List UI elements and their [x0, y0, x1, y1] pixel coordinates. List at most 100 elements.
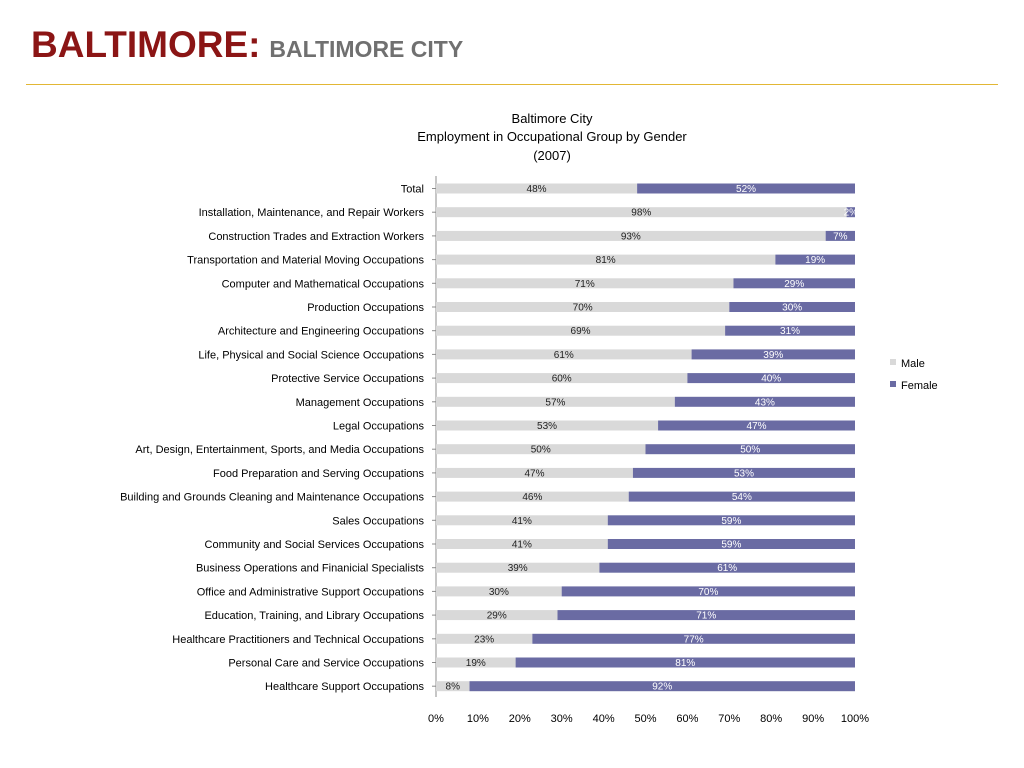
data-label-female: 70%: [698, 587, 718, 598]
data-label-female: 92%: [652, 682, 672, 693]
data-label-female: 39%: [763, 350, 783, 361]
bar-male: [436, 657, 516, 668]
bar-female: [532, 633, 855, 644]
bar-female: [725, 325, 855, 336]
bar-male: [436, 373, 688, 384]
data-label-female: 43%: [755, 397, 775, 408]
category-label: Architecture and Engineering Occupations: [218, 326, 425, 338]
legend-swatch-male: [890, 359, 896, 365]
data-label-male: 48%: [527, 184, 547, 195]
category-label: Installation, Maintenance, and Repair Wo…: [199, 207, 425, 219]
bar-female: [645, 444, 855, 455]
data-label-male: 81%: [596, 255, 616, 266]
category-label: Legal Occupations: [333, 421, 425, 433]
x-tick-label: 80%: [760, 713, 782, 725]
category-label: Personal Care and Service Occupations: [228, 658, 424, 670]
data-label-male: 39%: [508, 563, 528, 574]
category-label: Production Occupations: [307, 302, 424, 314]
data-label-male: 50%: [531, 445, 551, 456]
category-label: Computer and Mathematical Occupations: [222, 278, 425, 290]
x-tick-label: 60%: [676, 713, 698, 725]
data-label-male: 8%: [446, 682, 461, 693]
bar-male: [436, 467, 633, 478]
category-label: Total: [401, 184, 424, 196]
category-label: Construction Trades and Extraction Worke…: [208, 231, 424, 243]
category-label: Protective Service Occupations: [271, 373, 424, 385]
bar-male: [436, 539, 608, 549]
data-label-female: 54%: [732, 492, 752, 503]
bar-female: [691, 349, 855, 360]
data-label-male: 71%: [575, 279, 595, 290]
bar-male: [436, 230, 826, 241]
category-label: Building and Grounds Cleaning and Mainte…: [120, 492, 424, 504]
data-label-female: 59%: [721, 540, 741, 551]
data-label-female: 61%: [717, 563, 737, 574]
category-label: Food Preparation and Serving Occupations: [213, 468, 424, 480]
bar-male: [436, 515, 608, 526]
category-label: Healthcare Practitioners and Technical O…: [172, 634, 424, 646]
data-label-male: 19%: [466, 658, 486, 669]
bar-female: [637, 183, 855, 194]
title-divider: [26, 84, 998, 85]
bar-male: [436, 278, 734, 289]
data-label-male: 41%: [512, 516, 532, 527]
data-label-male: 57%: [545, 397, 565, 408]
category-label: Education, Training, and Library Occupat…: [204, 610, 424, 622]
data-label-female: 81%: [675, 658, 695, 669]
legend-label-male: Male: [901, 358, 925, 370]
data-label-female: 50%: [740, 445, 760, 456]
data-label-female: 2%: [844, 208, 859, 219]
bar-male: [436, 396, 675, 407]
bar-male: [436, 586, 562, 597]
bar-female: [561, 586, 855, 597]
data-label-male: 98%: [631, 208, 651, 219]
data-label-female: 71%: [696, 611, 716, 622]
bar-female: [628, 491, 855, 502]
category-label: Business Operations and Finanicial Speci…: [196, 563, 425, 575]
chart-title-line: Baltimore City: [512, 111, 593, 126]
x-tick-label: 50%: [634, 713, 656, 725]
bar-female: [607, 539, 855, 549]
bar-female: [733, 278, 855, 289]
x-tick-label: 70%: [718, 713, 740, 725]
data-label-female: 7%: [833, 231, 848, 242]
data-label-male: 46%: [522, 492, 542, 503]
data-label-female: 47%: [747, 421, 767, 432]
data-label-male: 47%: [524, 468, 544, 479]
x-tick-label: 10%: [467, 713, 489, 725]
bar-female: [469, 681, 855, 692]
bar-male: [436, 633, 533, 644]
data-label-male: 69%: [571, 326, 591, 337]
data-label-female: 53%: [734, 468, 754, 479]
data-label-female: 29%: [784, 279, 804, 290]
x-tick-label: 20%: [509, 713, 531, 725]
bar-male: [436, 302, 730, 312]
bar-female: [599, 562, 855, 573]
data-label-female: 31%: [780, 326, 800, 337]
data-label-female: 52%: [736, 184, 756, 195]
bar-female: [607, 515, 855, 526]
data-label-male: 61%: [554, 350, 574, 361]
category-label: Office and Administrative Support Occupa…: [197, 586, 425, 598]
bar-male: [436, 562, 600, 573]
data-label-female: 77%: [684, 634, 704, 645]
category-label: Management Occupations: [296, 397, 425, 409]
bar-female: [825, 230, 855, 241]
bar-female: [515, 657, 855, 668]
bar-female: [775, 254, 855, 265]
chart-title-line: (2007): [533, 148, 571, 163]
data-label-female: 30%: [782, 303, 802, 314]
bar-male: [436, 349, 692, 360]
slide-title: BALTIMORE: BALTIMORE CITY: [31, 26, 463, 63]
bar-male: [436, 491, 629, 502]
slide-title-main: BALTIMORE:: [31, 24, 261, 65]
x-tick-label: 30%: [551, 713, 573, 725]
category-label: Healthcare Support Occupations: [265, 681, 424, 693]
category-label: Life, Physical and Social Science Occupa…: [198, 349, 424, 361]
data-label-female: 19%: [805, 255, 825, 266]
bar-female: [674, 396, 855, 407]
category-label: Sales Occupations: [332, 515, 424, 527]
bar-male: [436, 681, 470, 692]
bar-female: [846, 207, 855, 218]
